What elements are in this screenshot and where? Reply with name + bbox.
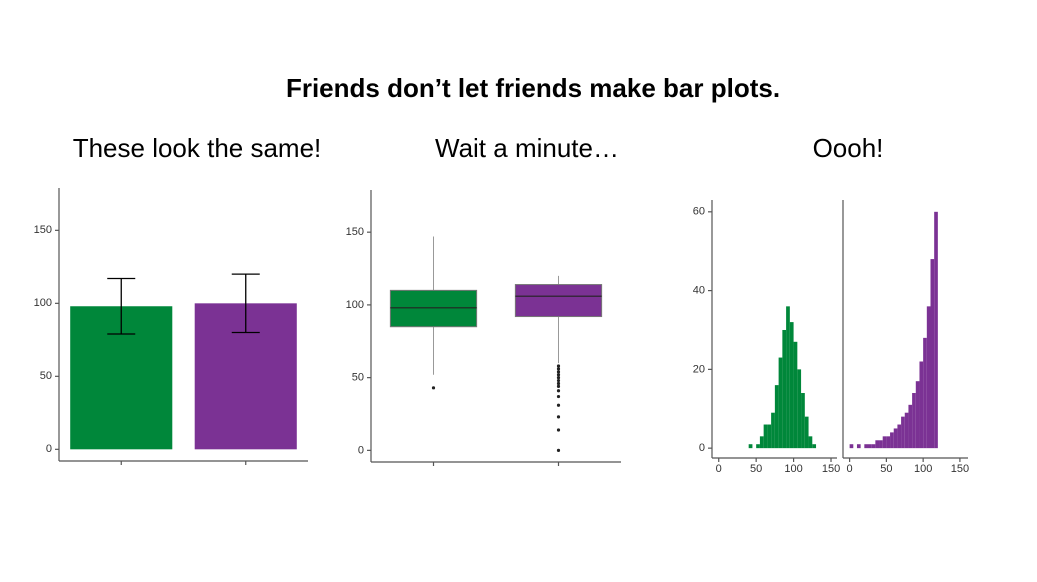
panel-title: These look the same! (73, 133, 322, 163)
panel-title: Oooh! (813, 133, 884, 163)
box (389, 289, 478, 328)
x-tick-label: 50 (880, 463, 892, 475)
hist-bar (890, 432, 894, 449)
hist-bar (774, 385, 779, 449)
hist-bar (778, 357, 783, 449)
hist-bar (763, 424, 768, 449)
y-tick-label: 0 (46, 443, 52, 455)
outlier (556, 376, 561, 380)
hist-bar (868, 444, 872, 449)
outlier (556, 415, 561, 419)
outlier (556, 373, 561, 377)
hist-bar (886, 436, 891, 449)
outlier (556, 381, 561, 386)
x-tick-label: 150 (951, 463, 969, 475)
outlier (556, 384, 561, 388)
hist-bar (767, 424, 772, 449)
hist-bar (915, 381, 920, 449)
hist-bar (782, 329, 787, 449)
hist-bar (934, 211, 938, 449)
hist-bar (904, 412, 909, 449)
outlier (556, 394, 561, 399)
hist-bar (801, 393, 805, 449)
hist-bar (759, 436, 764, 449)
hist-bar (901, 416, 905, 449)
x-tick-label: 0 (847, 463, 853, 475)
y-tick-label: 150 (346, 226, 364, 238)
hist-bar (879, 440, 883, 449)
error-bar (107, 277, 136, 335)
hist-bar (748, 444, 753, 449)
hist-bar (771, 412, 775, 449)
y-tick-label: 0 (699, 442, 705, 454)
x-tick-label: 50 (750, 463, 762, 475)
outlier (556, 428, 561, 432)
slide-title: Friends don’t let friends make bar plots… (286, 73, 780, 103)
hist-bar (808, 436, 813, 449)
hist-bar (756, 444, 760, 449)
error-bar (231, 273, 260, 334)
hist-bar (793, 341, 798, 449)
hist-bar (864, 444, 868, 449)
y-tick-label: 100 (346, 299, 364, 311)
hist-bar (856, 444, 861, 449)
hist-bar (875, 440, 880, 449)
x-tick-label: 100 (784, 463, 802, 475)
hist-bar (897, 424, 902, 449)
outlier (556, 389, 561, 393)
y-tick-label: 60 (693, 206, 705, 218)
hist-bar (786, 306, 790, 449)
hist-bar (797, 369, 802, 449)
hist-bar (930, 259, 935, 449)
hist-bar (908, 404, 913, 449)
hist-bar (871, 444, 876, 449)
hist-bar (923, 337, 927, 449)
outlier (556, 448, 561, 452)
x-tick-label: 0 (716, 463, 722, 475)
outlier (556, 364, 561, 368)
x-tick-label: 150 (822, 463, 840, 475)
outlier (556, 378, 561, 383)
y-tick-label: 0 (358, 444, 364, 456)
outlier (556, 403, 561, 407)
box (514, 284, 603, 318)
hist-bar (812, 444, 817, 449)
y-tick-label: 150 (34, 224, 52, 236)
y-tick-label: 50 (40, 370, 52, 382)
hist-bar (919, 361, 924, 449)
y-tick-label: 20 (693, 363, 705, 375)
y-tick-label: 40 (693, 285, 705, 297)
outlier (431, 386, 436, 390)
hist-bar (804, 416, 809, 449)
y-tick-label: 50 (352, 372, 364, 384)
x-tick-label: 100 (914, 463, 932, 475)
hist-bar (882, 436, 887, 449)
hist-bar (912, 393, 916, 449)
hist-bar (893, 428, 898, 449)
y-tick-label: 100 (34, 297, 52, 309)
hist-bar (789, 322, 794, 449)
hist-bar (849, 444, 854, 449)
hist-bar (926, 306, 931, 449)
panel-title: Wait a minute… (435, 133, 619, 163)
outlier (556, 370, 561, 374)
outlier (556, 367, 561, 371)
